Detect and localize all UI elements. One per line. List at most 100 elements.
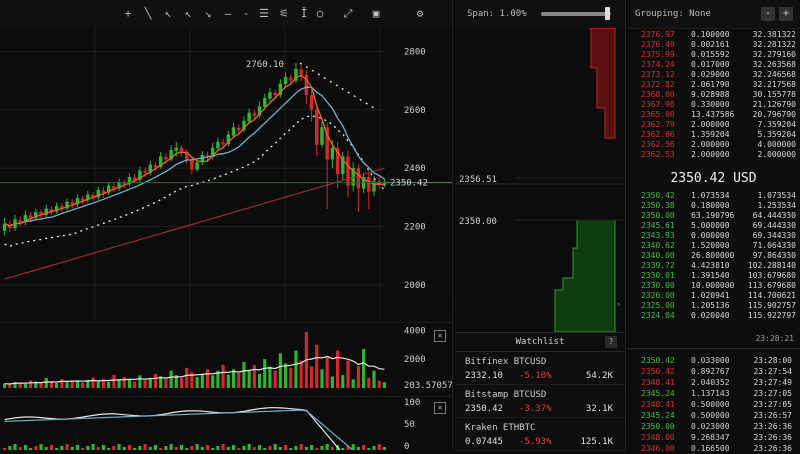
bid-row[interactable]: 2350.38 0.180000 1.253534 — [627, 201, 800, 211]
screenshot-icon[interactable]: ▣ — [372, 7, 380, 20]
watchlist-item-price: 2350.42 — [465, 404, 503, 414]
row-amount: 2.000000 — [691, 150, 730, 159]
close-oscillator-icon[interactable]: ✕ — [434, 402, 446, 414]
volume-bar — [169, 370, 173, 388]
trade-amount: 2.040352 — [691, 378, 730, 387]
dash-icon[interactable]: - — [242, 7, 250, 20]
fib-icon[interactable]: ☰ — [259, 7, 269, 20]
ask-row[interactable]: 2362.66 1.359204 5.359204 — [627, 130, 800, 140]
candle-body — [28, 215, 33, 218]
oscillator-bar — [44, 447, 48, 450]
row-amount: 1.520000 — [691, 241, 730, 250]
bid-row[interactable]: 2325.00 1.205136 115.902757 — [627, 301, 800, 311]
oscillator-bar — [195, 444, 199, 450]
bid-row[interactable]: 2350.42 1.073534 1.073534 — [627, 191, 800, 201]
bid-row[interactable]: 2324.04 0.020040 115.922797 — [627, 311, 800, 321]
ask-row[interactable]: 2374.24 0.017000 32.263568 — [627, 60, 800, 70]
ask-row[interactable]: 2376.97 0.100000 32.381322 — [627, 30, 800, 40]
volume-chart[interactable]: 4000 2000 203.57057 — [0, 322, 452, 394]
volume-bar — [13, 381, 17, 388]
trade-time: 23:26:36 — [753, 422, 792, 431]
ask-row[interactable]: 2362.79 2.000000 7.359204 — [627, 120, 800, 130]
gear-icon[interactable]: ⚙ — [416, 7, 424, 20]
fullscreen-icon[interactable]: ⤢ — [343, 7, 353, 20]
oscillator-tick-label: 0 — [404, 442, 409, 450]
ask-row[interactable]: 2375.99 0.015592 32.279160 — [627, 50, 800, 60]
oscillator-bar — [237, 448, 241, 450]
oscillator-bar — [169, 444, 173, 450]
row-price: 2350.42 — [641, 191, 675, 200]
ask-row[interactable]: 2367.98 0.330000 21.126790 — [627, 100, 800, 110]
grouping-label[interactable]: Grouping: None — [635, 9, 711, 19]
grouping-minus-button[interactable]: - — [761, 7, 775, 21]
arrow-icon[interactable]: ↖ — [184, 7, 192, 20]
help-button[interactable]: ? — [605, 336, 617, 348]
trade-time: 23:26:57 — [753, 411, 792, 420]
arrow-down-icon[interactable]: ↘ — [204, 7, 212, 20]
bid-row[interactable]: 2326.00 1.020941 114.700621 — [627, 291, 800, 301]
depth-chart[interactable]: 2356.51 2350.00 — [455, 28, 625, 332]
volume-bar — [268, 366, 272, 388]
candle-body — [132, 177, 137, 180]
trade-amount: 9.268347 — [691, 433, 730, 442]
circle-icon[interactable]: ○ — [316, 7, 324, 20]
volume-bar — [341, 375, 345, 388]
ask-row[interactable]: 2362.56 2.000000 4.000000 — [627, 140, 800, 150]
bid-row[interactable]: 2340.62 1.520000 71.064330 — [627, 241, 800, 251]
plus-icon[interactable]: + — [124, 7, 132, 20]
ask-row[interactable]: 2368.00 9.028988 30.155778 — [627, 90, 800, 100]
ask-row[interactable]: 2365.00 13.437586 20.796790 — [627, 110, 800, 120]
bid-row[interactable]: 2340.00 26.800000 97.864330 — [627, 251, 800, 261]
row-price: 2362.56 — [641, 140, 675, 149]
candle-body — [23, 214, 28, 223]
watchlist-item-name: Bitfinex BTCUSD — [465, 357, 547, 367]
volume-bar — [200, 373, 204, 388]
row-total: 64.444330 — [752, 211, 796, 220]
row-price: 2365.00 — [641, 110, 675, 119]
candle-body — [278, 83, 283, 96]
close-volume-icon[interactable]: ✕ — [434, 330, 446, 342]
row-total: 1.253534 — [757, 201, 796, 210]
row-amount: 0.002161 — [691, 40, 730, 49]
bid-row[interactable]: 2343.93 0.000000 69.344330 — [627, 231, 800, 241]
hline-icon[interactable]: – — [224, 7, 232, 20]
price-chart[interactable]: 2800 2600 2400 2200 2000 2760.10 2350.42 — [0, 28, 452, 320]
candle-body — [382, 182, 387, 186]
ask-row[interactable]: 2376.49 0.002161 32.281322 — [627, 40, 800, 50]
bid-row[interactable]: 2350.00 63.190796 64.444330 — [627, 211, 800, 221]
bid-row[interactable]: 2339.72 4.423810 102.288140 — [627, 261, 800, 271]
collapse-right-icon[interactable]: › — [616, 300, 622, 310]
trade-time: 23:27:05 — [753, 400, 792, 409]
watchlist-item-volume: 125.1K — [580, 437, 613, 447]
grouping-plus-button[interactable]: + — [779, 7, 793, 21]
watchlist-item[interactable]: Bitfinex BTCUSD 2332.10 -5.10% 54.2K — [455, 352, 625, 385]
bid-row[interactable]: 2330.01 1.391540 103.679680 — [627, 271, 800, 281]
volume-bar — [23, 383, 27, 388]
trade-amount: 0.892767 — [691, 367, 730, 376]
ask-row[interactable]: 2362.53 2.000000 2.000000 — [627, 150, 800, 160]
text-icon[interactable]: Ǐ — [300, 7, 308, 20]
span-slider-handle[interactable] — [604, 7, 610, 20]
trade-price: 2345.24 — [641, 389, 675, 398]
oscillator-bar — [29, 448, 33, 450]
ask-row[interactable]: 2372.82 2.061790 32.217568 — [627, 80, 800, 90]
bid-row[interactable]: 2345.61 5.000000 69.444330 — [627, 221, 800, 231]
trade-row: 2350.42 0.892767 23:27:54 — [627, 367, 800, 377]
watchlist-item[interactable]: Bitstamp BTCUSD 2350.42 -3.37% 32.1K — [455, 385, 625, 418]
watchlist: Watchlist ? Bitfinex BTCUSD 2332.10 -5.1… — [455, 332, 625, 451]
oscillator-chart[interactable]: 100 50 0 — [0, 396, 452, 450]
pitchfork-icon[interactable]: ⚟ — [279, 7, 289, 20]
line-icon[interactable]: ╲ — [144, 7, 152, 20]
oscillator-bar — [377, 444, 381, 450]
ray-icon[interactable]: ↖ — [164, 7, 172, 20]
row-total: 32.263568 — [752, 60, 796, 69]
candle-body — [39, 211, 43, 215]
bid-row[interactable]: 2330.00 10.000000 113.679680 — [627, 281, 800, 291]
volume-bar — [117, 380, 121, 388]
watchlist-item[interactable]: Kraken ETHBTC 0.07445 -5.93% 125.1K — [455, 418, 625, 451]
ask-row[interactable]: 2373.12 0.029000 32.246568 — [627, 70, 800, 80]
span-slider[interactable] — [541, 7, 611, 20]
row-price: 2373.12 — [641, 70, 675, 79]
oscillator-bar — [268, 446, 272, 450]
volume-bar — [372, 370, 376, 388]
